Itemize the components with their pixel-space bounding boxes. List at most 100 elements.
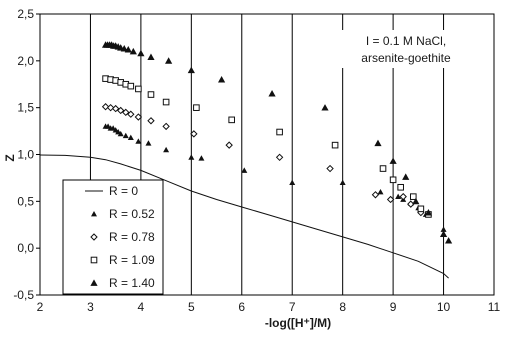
data-point-series-3 [276, 128, 283, 136]
legend-box [62, 179, 164, 295]
legend-marker-symbol [90, 233, 98, 241]
data-point-series-1 [241, 167, 248, 173]
data-point-series-4 [268, 90, 276, 97]
data-point-series-3 [389, 176, 397, 184]
data-point-series-4 [129, 47, 137, 55]
data-point-series-2 [190, 130, 198, 138]
annotation-box: I = 0.1 M NaCl, arsenite-goethite [332, 30, 480, 68]
data-point-series-1 [145, 140, 152, 146]
data-point-series-2 [326, 164, 334, 173]
data-point-series-1 [395, 193, 402, 200]
data-point-series-4 [445, 237, 453, 244]
y-tick-label: 2,5 [17, 7, 34, 21]
x-tick-label: 5 [188, 300, 195, 314]
data-point-series-3 [379, 165, 387, 172]
legend-label: R = 1.40 [109, 276, 155, 290]
x-tick-label: 3 [87, 300, 94, 314]
x-tick-label: 10 [437, 300, 451, 314]
legend-label: R = 0.52 [109, 207, 155, 221]
data-point-series-2 [399, 192, 407, 201]
legend-marker-symbol [90, 256, 98, 264]
data-point-series-1 [135, 138, 142, 144]
data-point-series-4 [424, 208, 433, 216]
y-tick-label: 0,0 [17, 241, 34, 255]
data-point-series-1 [127, 134, 134, 141]
data-point-series-4 [321, 104, 329, 111]
data-point-series-2 [225, 141, 233, 149]
data-point-series-1 [377, 188, 384, 195]
data-point-series-2 [275, 153, 284, 162]
data-point-series-1 [440, 226, 447, 232]
legend-label: R = 1.09 [109, 253, 155, 267]
data-point-series-1 [188, 154, 195, 160]
marker-layer [101, 41, 453, 244]
data-point-series-4 [389, 157, 397, 164]
data-point-series-1 [289, 179, 296, 185]
legend-label: R = 0.78 [109, 230, 155, 244]
data-point-series-2 [127, 110, 135, 118]
data-point-series-2 [386, 195, 395, 204]
data-point-series-2 [122, 108, 130, 117]
data-point-series-2 [106, 103, 115, 112]
data-point-series-3 [162, 98, 170, 106]
data-point-series-4 [412, 197, 420, 205]
data-point-series-3 [193, 104, 200, 111]
data-point-series-2 [407, 200, 415, 208]
x-tick-label: 8 [339, 300, 346, 314]
data-point-series-3 [228, 116, 235, 124]
y-tick-label: 1,5 [17, 101, 34, 115]
data-point-series-3 [417, 205, 425, 213]
data-point-series-2 [111, 104, 120, 113]
data-point-series-3 [127, 82, 135, 90]
data-point-series-2 [117, 106, 125, 115]
data-point-series-1 [122, 132, 129, 139]
x-tick-label: 11 [488, 300, 501, 314]
y-tick-label: 1,0 [17, 148, 34, 162]
x-tick-label: 2 [37, 300, 44, 314]
data-point-series-2 [147, 117, 155, 125]
x-tick-label: 6 [238, 300, 245, 314]
data-point-series-4 [120, 45, 128, 52]
tick-layer: 2 3 4 5 6 7 8 9 10 11 -0,5 0,0 0,5 1,0 1,5 2,0 2,5 [13, 7, 500, 314]
data-point-series-2 [371, 191, 380, 199]
data-point-series-1 [163, 146, 170, 153]
legend: R = 0 R = 0.52 R = 0.78 R = 1.09 R = 1.40 [62, 179, 164, 295]
y-tick-label: 2,0 [17, 54, 34, 68]
data-point-series-3 [397, 183, 404, 191]
series-line-r0 [39, 154, 449, 279]
y-axis-title: Z [3, 154, 17, 161]
data-point-series-3 [135, 85, 142, 93]
data-point-series-1 [339, 179, 346, 185]
annotation-line-1: I = 0.1 M NaCl, [366, 34, 446, 48]
legend-marker-symbol [90, 279, 98, 286]
x-axis-title: -log([H⁺]/M) [265, 316, 331, 330]
data-point-series-3 [409, 193, 417, 200]
data-point-series-4 [374, 139, 382, 147]
data-point-series-4 [402, 173, 410, 180]
data-point-series-3 [331, 141, 339, 149]
line-layer [39, 154, 449, 279]
data-point-series-2 [162, 122, 170, 131]
data-point-series-4 [137, 49, 145, 57]
data-point-series-2 [101, 103, 110, 111]
data-point-series-4 [147, 53, 155, 60]
data-point-series-1 [198, 155, 205, 161]
x-tick-label: 7 [289, 300, 296, 314]
annotation-line-2: arsenite-goethite [361, 51, 451, 65]
x-tick-label: 4 [138, 300, 145, 314]
data-point-series-4 [187, 66, 195, 74]
data-point-series-4 [439, 230, 448, 237]
data-point-series-4 [124, 45, 132, 53]
y-tick-label: 0,5 [17, 194, 34, 208]
legend-label: R = 0 [109, 184, 138, 198]
data-point-series-2 [134, 113, 143, 121]
data-point-series-4 [165, 57, 173, 64]
data-point-series-3 [147, 91, 155, 98]
legend-items: R = 0 R = 0.52 R = 0.78 R = 1.09 R = 1.40 [85, 184, 155, 290]
x-tick-label: 9 [390, 300, 397, 314]
data-point-series-4 [218, 75, 226, 83]
legend-marker-symbol [91, 211, 97, 217]
y-tick-label: -0,5 [13, 288, 34, 302]
